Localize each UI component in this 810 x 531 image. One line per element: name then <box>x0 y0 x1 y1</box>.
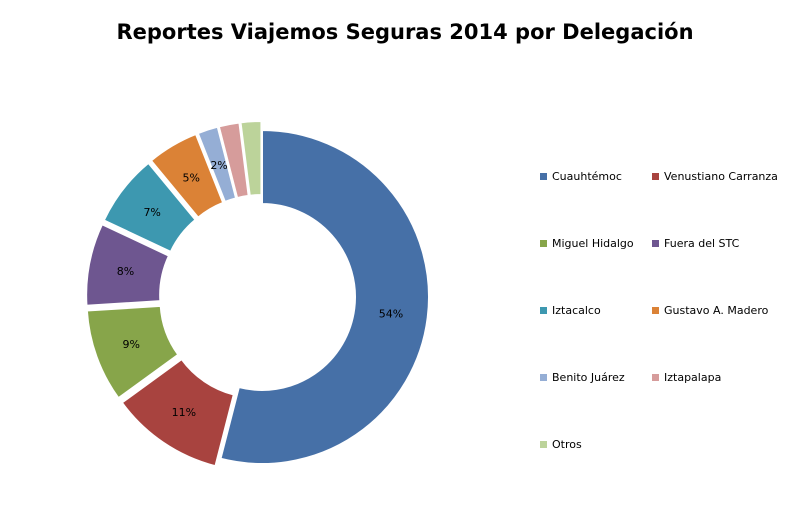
slice-label-venustiano-carranza: 11% <box>172 406 196 419</box>
legend-label: Otros <box>552 438 582 451</box>
legend-item-benito-juarez: Benito Juárez <box>540 371 625 384</box>
chart-title: Reportes Viajemos Seguras 2014 por Deleg… <box>116 20 694 44</box>
legend-item-miguel-hidalgo: Miguel Hidalgo <box>540 237 634 250</box>
legend-item-otros: Otros <box>540 438 582 451</box>
slice-cuauhtemoc <box>219 128 430 465</box>
slice-iztapalapa <box>217 121 250 200</box>
legend-swatch <box>540 240 547 247</box>
slice-label-benito-juarez: 2% <box>210 159 227 172</box>
slice-fuera-del-stc <box>85 222 171 307</box>
legend-item-fuera-del-stc: Fuera del STC <box>652 237 739 250</box>
legend-label: Venustiano Carranza <box>664 170 778 183</box>
donut-chart: 54% 11% 9% 8% 7% 5% 2% <box>85 120 430 468</box>
legend-label: Cuauhtémoc <box>552 170 622 183</box>
legend-item-iztapalapa: Iztapalapa <box>652 371 721 384</box>
legend-swatch <box>540 173 547 180</box>
slice-benito-juarez <box>196 125 238 204</box>
legend-label: Miguel Hidalgo <box>552 237 634 250</box>
slice-iztacalco <box>102 161 198 254</box>
legend-swatch <box>540 307 547 314</box>
slice-label-gustavo-a-madero: 5% <box>183 171 200 184</box>
slice-gustavo-a-madero <box>149 132 225 220</box>
legend-label: Fuera del STC <box>664 237 740 250</box>
legend-swatch <box>652 374 659 381</box>
slice-label-cuauhtemoc: 54% <box>379 307 403 320</box>
legend-swatch <box>652 173 659 180</box>
slice-otros <box>239 120 263 197</box>
slice-venustiano-carranza <box>120 357 236 468</box>
slice-label-iztacalco: 7% <box>143 206 160 219</box>
legend-item-gustavo-a-madero: Gustavo A. Madero <box>652 304 768 317</box>
legend-label: Iztacalco <box>552 304 601 317</box>
slice-miguel-hidalgo <box>85 304 180 400</box>
legend-label: Iztapalapa <box>664 371 722 384</box>
legend-label: Benito Juárez <box>552 371 625 384</box>
legend-swatch <box>540 441 547 448</box>
legend-swatch <box>652 240 659 247</box>
legend-label: Gustavo A. Madero <box>664 304 769 317</box>
legend-item-venustiano-carranza: Venustiano Carranza <box>652 170 778 183</box>
legend-swatch <box>540 374 547 381</box>
slice-label-miguel-hidalgo: 9% <box>122 338 139 351</box>
legend-item-cuauhtemoc: Cuauhtémoc <box>540 170 622 183</box>
legend-item-iztacalco: Iztacalco <box>540 304 601 317</box>
legend-swatch <box>652 307 659 314</box>
slice-label-fuera-del-stc: 8% <box>117 265 134 278</box>
